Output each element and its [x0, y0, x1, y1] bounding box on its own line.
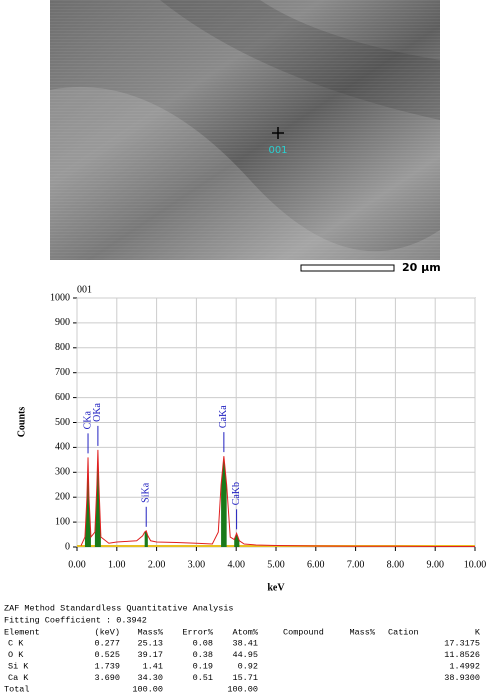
table-cell: 0.525 [94, 650, 120, 660]
table-header: Mass% [137, 627, 163, 637]
chart-title: 001 [77, 284, 92, 295]
peak-label: CaKa [218, 405, 229, 428]
y-tick-label: 100 [55, 516, 70, 527]
y-tick-label: 400 [55, 442, 70, 453]
x-tick-label: 3.00 [188, 559, 206, 570]
table-cell: 38.41 [232, 638, 258, 648]
table-cell: 0.08 [193, 638, 213, 648]
table-cell: 0.51 [193, 673, 213, 683]
table-cell: 1.41 [143, 661, 163, 671]
x-tick-label: 6.00 [307, 559, 325, 570]
table-cell: 11.8526 [444, 650, 480, 660]
table-header: Atom% [232, 627, 258, 637]
table-cell: O K [8, 650, 24, 660]
table-fitting: Fitting Coefficient : 0.3942 [4, 615, 147, 625]
table-cell: 1.4992 [449, 661, 480, 671]
table-cell: 0.38 [193, 650, 213, 660]
peak-label: SiKa [141, 482, 152, 503]
table-cell: 44.95 [232, 650, 258, 660]
table-cell: Si K [8, 661, 29, 671]
x-tick-label: 9.00 [426, 559, 444, 570]
peak-area [84, 457, 91, 547]
table-header: Error% [182, 627, 214, 637]
x-axis-label: keV [267, 582, 285, 593]
x-tick-label: 5.00 [267, 559, 285, 570]
y-tick-label: 600 [55, 392, 70, 403]
y-tick-label: 800 [55, 342, 70, 353]
table-cell: 0.92 [238, 661, 258, 671]
point-label: 001 [268, 145, 287, 156]
table-cell: 39.17 [137, 650, 163, 660]
y-tick-label: 700 [55, 367, 70, 378]
y-tick-label: 0 [65, 541, 70, 552]
peak-area [221, 456, 227, 547]
x-tick-label: 0.00 [68, 559, 86, 570]
table-cell: 1.739 [94, 661, 120, 671]
table-cell: 17.3175 [444, 638, 480, 648]
peak-label: CKa [82, 410, 93, 429]
table-header: Element [4, 627, 40, 637]
y-tick-label: 200 [55, 491, 70, 502]
chart: 0 100 200 300 400 500 600 700 800 900 1000 0.00 1.00… [50, 292, 486, 570]
y-tick-label: 900 [55, 317, 70, 328]
peak-label: OKa [92, 402, 103, 421]
table: ZAF Method Standardless Quantitative Ana… [4, 603, 481, 694]
x-tick-label: 10.00 [464, 559, 487, 570]
spectrum-line [80, 449, 475, 548]
y-axis-label: Counts [16, 407, 27, 438]
table-title: ZAF Method Standardless Quantitative Ana… [4, 603, 234, 613]
x-tick-label: 1.00 [108, 559, 126, 570]
table-cell: 15.71 [232, 673, 258, 683]
x-tick-label: 8.00 [387, 559, 405, 570]
x-tick-label: 2.00 [148, 559, 166, 570]
sem-image: 001 [50, 0, 440, 260]
table-header: Cation [388, 627, 419, 637]
scale-bar [300, 264, 395, 272]
y-tick-label: 1000 [50, 292, 70, 303]
table-cell: 3.690 [94, 673, 120, 683]
table-cell: 100.00 [227, 684, 258, 694]
table-cell: 34.30 [137, 673, 163, 683]
scale-label: 20 μm [402, 261, 441, 274]
y-tick-label: 500 [55, 417, 70, 428]
table-cell: 0.277 [94, 638, 120, 648]
table-cell: Total [4, 684, 30, 694]
table-header: Compound [283, 627, 324, 637]
table-cell: 100.00 [132, 684, 163, 694]
table-cell: C K [8, 638, 24, 648]
peak-label: CaKb [231, 482, 242, 505]
table-cell: 38.9300 [444, 673, 480, 683]
table-header: K [475, 627, 481, 637]
table-header: (keV) [94, 627, 120, 637]
x-tick-label: 4.00 [227, 559, 245, 570]
table-cell: Ca K [8, 673, 29, 683]
table-header: Mass% [349, 627, 375, 637]
x-tick-label: 7.00 [347, 559, 365, 570]
y-tick-label: 300 [55, 467, 70, 478]
table-cell: 25.13 [137, 638, 163, 648]
peak-area [94, 449, 101, 547]
table-cell: 0.19 [193, 661, 213, 671]
